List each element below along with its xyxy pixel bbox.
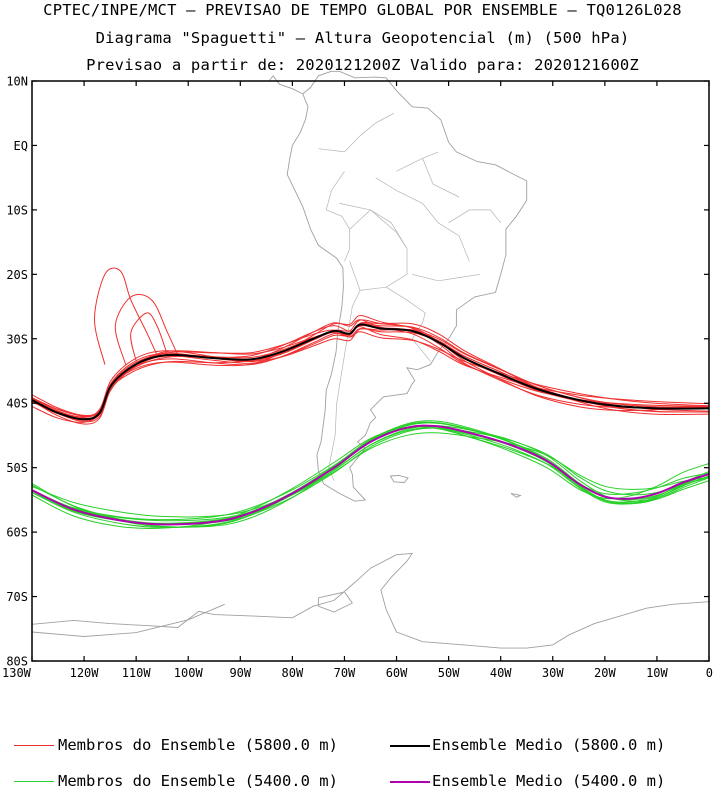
border-line-7 [375,177,470,262]
legend-swatch-members-5800 [14,745,54,746]
lon-label: 100W [174,666,204,680]
coast-line-4 [31,552,710,649]
mean-5400 [31,424,710,526]
title-line-1: CPTEC/INPE/MCT – PREVISAO DE TEMPO GLOBA… [43,1,682,19]
coast-line-6 [31,603,225,637]
member-5400-2 [31,432,710,524]
legend-label-members-5400: Membros do Ensemble (5400.0 m) [58,772,338,790]
legend-label-members-5800: Membros do Ensemble (5800.0 m) [58,736,338,754]
coast-line-1 [268,75,304,95]
lon-label: 120W [70,666,100,680]
border-line-2 [349,209,408,291]
member-5800-4 [31,328,710,418]
member-5400-8 [31,420,710,528]
coast-line-3 [510,492,522,498]
coast-line-5 [317,591,353,613]
coastlines [31,70,710,649]
lat-label: 10N [6,75,28,89]
lat-label: 50S [6,461,28,475]
title-line-3: Previsao a partir de: 2020121200Z Valido… [86,56,639,74]
border-line-3 [385,286,431,362]
map-frame [31,80,710,662]
border-line-10 [422,158,460,198]
lon-label: 70W [334,666,356,680]
legend-swatch-members-5400 [14,781,54,782]
lon-label: 130W [2,666,32,680]
legend-label-mean-5400: Ensemble Medio (5400.0 m) [432,772,666,790]
lon-label: 10W [646,666,668,680]
border-line-1 [325,171,351,262]
lat-label: 40S [6,397,28,411]
ensemble-means [31,323,710,526]
lon-label: 60W [386,666,408,680]
legend-swatch-mean-5400 [390,781,430,783]
member-5400-7 [31,421,710,525]
ensemble-members [31,267,710,530]
mean-5800 [31,323,710,421]
lat-label: EQ [14,139,28,153]
lat-label: 10S [6,203,28,217]
member-5400-10 [31,427,710,518]
lon-label: 0 [706,666,713,680]
lat-label: 80S [6,655,28,669]
legend-swatch-mean-5800 [390,745,430,747]
border-line-4 [328,290,361,481]
lon-label: 110W [122,666,152,680]
border-line-9 [448,209,501,224]
border-line-5 [339,203,408,249]
lon-label: 50W [438,666,460,680]
lon-label: 40W [490,666,512,680]
lon-label: 80W [282,666,304,680]
member-5800-loop-2 [130,312,168,362]
lon-label: 30W [542,666,564,680]
border-line-8 [412,273,480,282]
legend-label-mean-5800: Ensemble Medio (5800.0 m) [432,736,666,754]
coast-line-2 [389,474,409,483]
member-5800-loop-1 [114,293,179,365]
lat-label: 30S [6,332,28,346]
lat-label: 70S [6,590,28,604]
coast-line-0 [286,70,528,502]
lat-label: 20S [6,268,28,282]
member-5800-loop-0 [93,267,158,365]
lon-label: 90W [229,666,251,680]
border-line-6 [396,151,439,172]
border-line-0 [318,112,395,153]
lat-label: 60S [6,526,28,540]
lon-label: 20W [594,666,616,680]
title-line-2: Diagrama "Spaguetti" – Altura Geopotenci… [95,29,630,47]
